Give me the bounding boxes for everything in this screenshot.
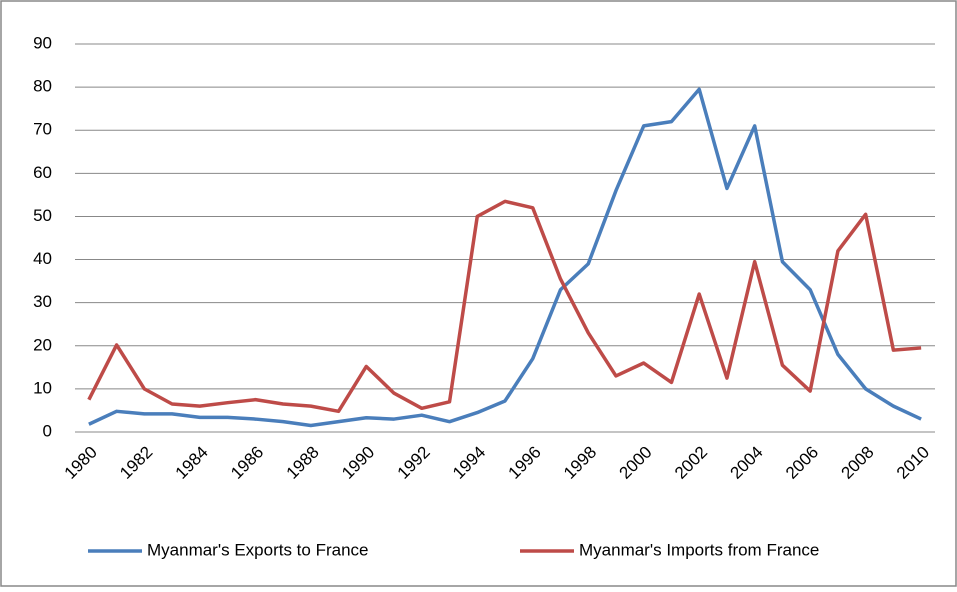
- line-series: [87, 199, 922, 414]
- legend-label: Myanmar's Imports from France: [579, 540, 819, 559]
- y-tick-label: 40: [33, 249, 52, 268]
- y-tick-label: 90: [33, 33, 52, 52]
- y-tick-label: 20: [33, 335, 52, 354]
- y-tick-label: 30: [33, 292, 52, 311]
- line-series: [88, 87, 922, 428]
- y-tick-label: 60: [33, 163, 52, 182]
- y-tick-label: 0: [43, 421, 52, 440]
- y-tick-label: 80: [33, 77, 52, 96]
- legend-label: Myanmar's Exports to France: [147, 540, 368, 559]
- y-tick-label: 70: [33, 120, 52, 139]
- y-tick-label: 10: [33, 378, 52, 397]
- y-tick-label: 50: [33, 206, 52, 225]
